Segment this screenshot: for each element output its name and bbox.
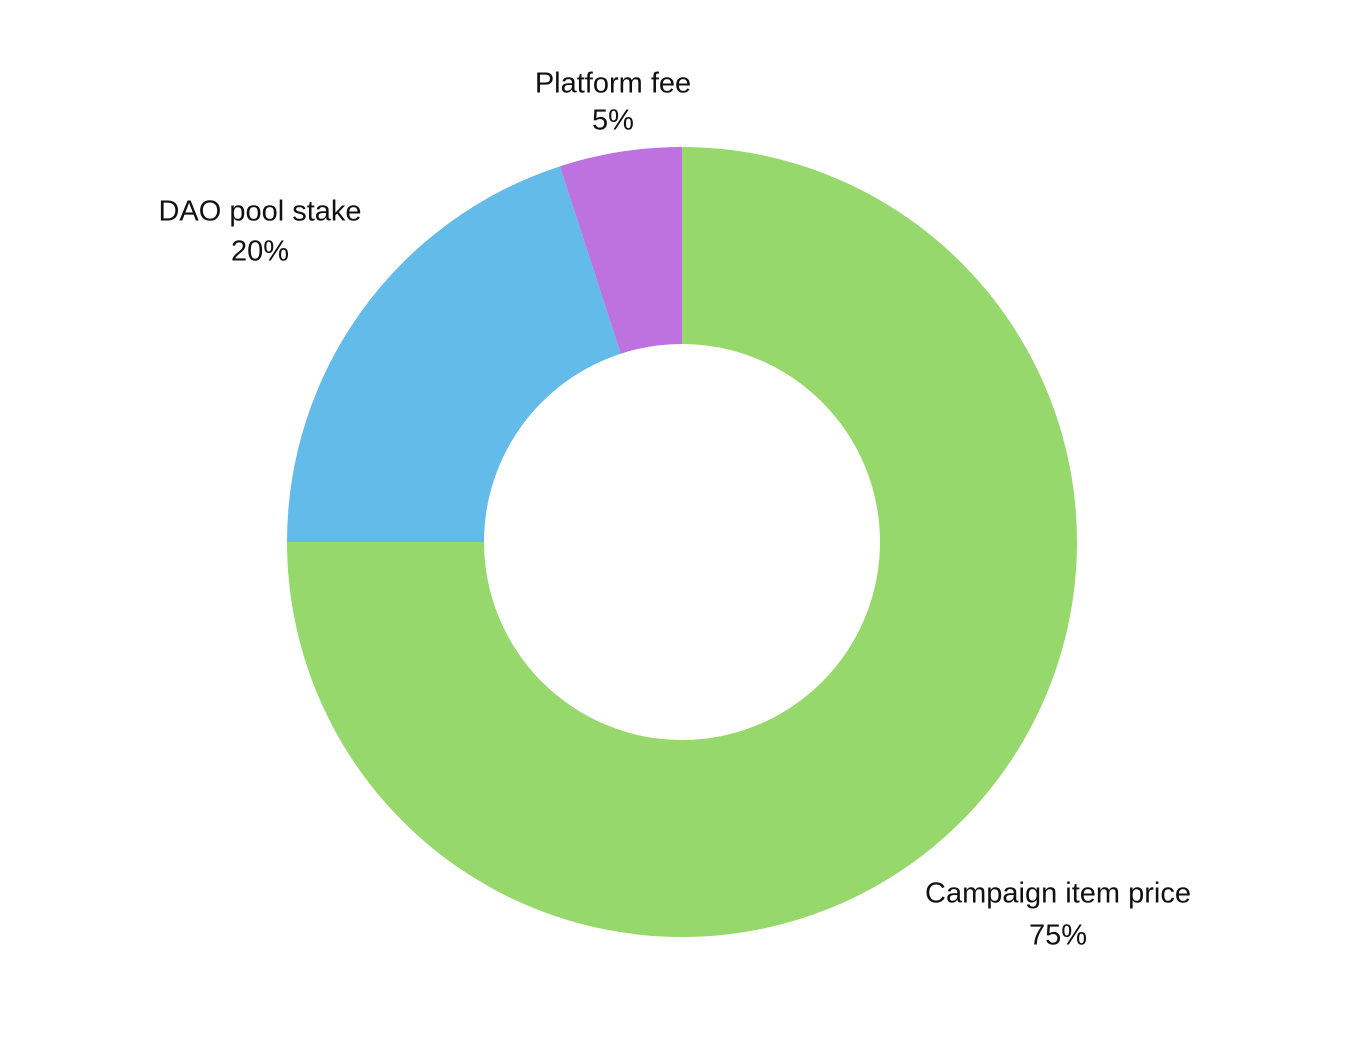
slice-dao-pool-stake (287, 166, 621, 542)
slice-value-label: 75% (1029, 920, 1087, 952)
slice-platform-fee (559, 147, 682, 354)
slice-label: Campaign item price (925, 878, 1191, 910)
slice-value-label: 5% (592, 105, 634, 137)
chart-slices (287, 147, 1077, 937)
slice-label: Platform fee (535, 68, 691, 100)
chart-labels: Campaign item price 75% DAO pool stake 20% P… (158, 68, 1191, 952)
slice-value-label: 20% (231, 236, 289, 268)
slice-campaign-item-price (287, 147, 1077, 937)
slice-label: DAO pool stake (158, 196, 361, 228)
